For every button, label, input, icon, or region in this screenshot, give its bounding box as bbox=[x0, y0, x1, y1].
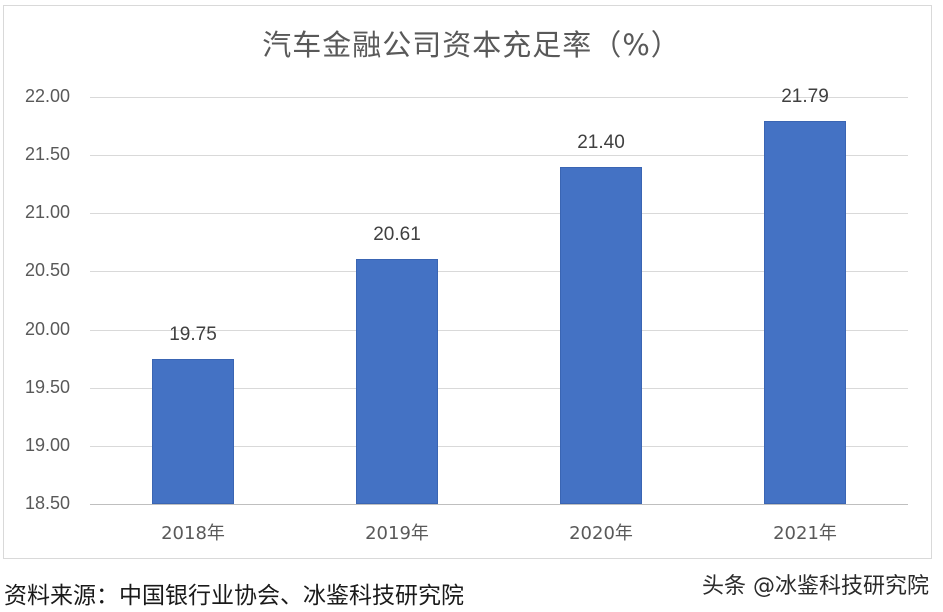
gridline bbox=[90, 213, 908, 214]
y-tick-label: 21.00 bbox=[24, 202, 70, 222]
y-tick-label: 19.00 bbox=[24, 435, 70, 455]
y-tick-label: 19.50 bbox=[24, 377, 70, 397]
x-axis-line bbox=[90, 504, 908, 505]
y-tick-label: 20.00 bbox=[24, 319, 70, 339]
bar-2019 bbox=[356, 259, 438, 504]
data-label: 21.79 bbox=[781, 86, 829, 107]
y-tick-label: 20.50 bbox=[24, 260, 70, 280]
gridline bbox=[90, 155, 908, 156]
gridline bbox=[90, 97, 908, 98]
x-tick-label: 2019年 bbox=[365, 523, 429, 544]
bar-2018 bbox=[152, 359, 234, 504]
bar-2021 bbox=[764, 121, 846, 504]
gridline bbox=[90, 446, 908, 447]
data-label: 19.75 bbox=[169, 324, 217, 345]
source-note: 资料来源：中国银行业协会、冰鉴科技研究院 bbox=[4, 583, 464, 609]
x-tick-label: 2021年 bbox=[773, 523, 837, 544]
data-label: 21.40 bbox=[577, 132, 625, 153]
x-tick-label: 2020年 bbox=[569, 523, 633, 544]
y-tick-label: 22.00 bbox=[24, 86, 70, 106]
bar-2020 bbox=[560, 167, 642, 504]
gridline bbox=[90, 388, 908, 389]
y-tick-label: 21.50 bbox=[24, 144, 70, 164]
data-label: 20.61 bbox=[373, 224, 421, 245]
y-tick-label: 18.50 bbox=[24, 493, 70, 513]
x-tick-label: 2018年 bbox=[161, 523, 225, 544]
watermark: 头条 @冰鉴科技研究院 bbox=[702, 574, 929, 599]
chart-title: 汽车金融公司资本充足率（%） bbox=[262, 28, 681, 62]
gridline bbox=[90, 330, 908, 331]
gridline bbox=[90, 271, 908, 272]
